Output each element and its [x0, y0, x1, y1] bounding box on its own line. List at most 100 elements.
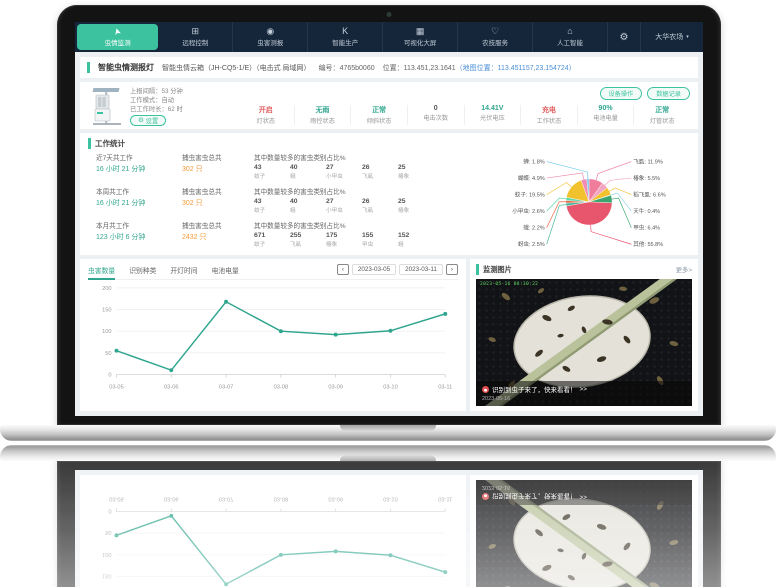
y-tick-label: 100	[102, 329, 112, 335]
pie-leader-line	[611, 197, 632, 228]
pest-name: 飞虱	[290, 242, 302, 248]
pie-label: 其他: 55.8%	[633, 240, 663, 248]
photo-alert-link[interactable]: >>	[579, 385, 588, 393]
pest-name: 椿象	[398, 174, 410, 180]
pest-count: 27	[326, 164, 334, 171]
pie-leader-line	[546, 204, 567, 245]
pest-item: 26 飞虱	[362, 164, 398, 180]
date-to-input[interactable]: 2023-03-11	[399, 264, 443, 275]
data-point	[388, 328, 393, 333]
y-tick-label: 50	[105, 351, 111, 357]
photo-alert-line: 识别到虫子来了，快来看看！ >>	[482, 384, 686, 394]
pest-item: 155 甲虫	[362, 232, 398, 248]
pest-distribution: 其中数量较多的害虫类别占比% 671 蚊子 255 飞虱 175 椿象 155 甲虫 152 蛾	[254, 220, 488, 248]
pie-leader-line	[595, 161, 632, 181]
photo-card-title: 监测图片	[476, 264, 512, 275]
data-point	[114, 348, 119, 353]
pie-label: 蝴蝶: 4.9%	[518, 174, 545, 182]
pest-count: 175	[326, 232, 338, 239]
pie-leader-line	[604, 177, 632, 186]
nav-item[interactable]: ➤ 虫情监测	[77, 24, 159, 50]
data-point	[333, 332, 338, 337]
pie-leader-line	[546, 182, 572, 195]
pie-label: 蚊子: 19.5%	[515, 191, 545, 199]
pest-distribution-items: 43 蚊子 40 蛾 27 小甲虫 26 飞虱 25 椿象	[254, 198, 488, 214]
work-stats-card: 工作统计 近7天共工作 16 小时 21 分钟 捕虫害虫总共 302 只其中数量较多的…	[80, 133, 698, 255]
chart-tab[interactable]: 识别种类	[129, 267, 157, 275]
screen: ➤ 虫情监测 ⊞ 远程控制 ◉ 虫害测报 K 智能生产 ▦ 可视化大屏 ♡ 农技服务 ⌂ 人工智能 ⚙ 大…	[75, 22, 703, 416]
pie-label: 蝉: 1.8%	[523, 157, 544, 165]
pie-slice	[586, 178, 590, 202]
device-action-button[interactable]: 设备操作	[599, 87, 643, 100]
status-value: 90%	[598, 105, 613, 112]
pest-count: 25	[398, 164, 406, 171]
pest-count: 25	[398, 198, 406, 205]
nav-item[interactable]: K 智能生产	[308, 22, 384, 52]
device-model: 智能虫情云箱（JH-CQ5-1/E）（电击式 局域网）	[162, 64, 311, 72]
date-range-control: ‹ 2023-03-05 2023-03-11 ›	[336, 264, 458, 275]
home-icon: ⌂	[567, 26, 573, 36]
nav-item[interactable]: ▦ 可视化大屏	[383, 22, 459, 52]
pest-item: 255 飞虱	[290, 232, 326, 248]
settings-button-label: 设置	[145, 117, 159, 125]
chart-tab[interactable]: 虫害数量	[88, 265, 116, 280]
x-tick-label: 03-07	[219, 384, 234, 390]
date-from-input[interactable]: 2023-03-05	[351, 264, 397, 275]
pest-distribution-items: 43 蚊子 40 蛾 27 小甲虫 26 飞虱 25 椿象	[254, 164, 488, 180]
device-info-line: 上报间隔：53 分钟	[130, 87, 183, 95]
catch-count-label: 捕虫害虫总共	[182, 189, 222, 196]
gear-icon[interactable]: ⚙	[608, 22, 641, 52]
svg-text:100: 100	[102, 551, 112, 557]
pest-item: 25 椿象	[398, 198, 434, 214]
heart-icon: ♡	[491, 26, 500, 36]
map-location-link[interactable]: （地图位置：113.451157,23.154724）	[455, 64, 576, 72]
device-info-line: 工作模式：自动	[130, 96, 175, 104]
more-link[interactable]: 更多>	[675, 267, 692, 274]
bottom-row: 虫害数量 识别种类 开灯时间 电池电量 ‹ 2023-03-05 2023-03-11…	[80, 259, 698, 411]
pie-label: 稻飞虱: 6.6%	[633, 191, 666, 199]
catch-count-value: 302 只	[182, 166, 203, 173]
y-tick-label: 200	[102, 286, 112, 292]
laptop-base	[0, 425, 776, 441]
nav-item[interactable]: ⊞ 远程控制	[158, 22, 234, 52]
trap-photo[interactable]: 2023-05-16 08:30:22 识别到虫子来了，快来看看！ >> 202…	[476, 279, 692, 406]
catch-count: 捕虫害虫总共 302 只	[182, 152, 254, 174]
status-value: 正常	[655, 107, 670, 114]
photo-alert-date: 2023-05-16	[482, 396, 511, 402]
svg-text:03-05: 03-05	[109, 496, 124, 502]
pest-item: 152 蛾	[398, 232, 434, 248]
account-selector[interactable]: 大华农场 ▾	[641, 22, 703, 52]
device-info-bar: 智能虫情测报灯 智能虫情云箱（JH-CQ5-1/E）（电击式 局域网） 编号：4…	[80, 57, 698, 78]
work-duration: 16 小时 21 分钟	[96, 166, 146, 173]
pie-leader-line	[546, 161, 589, 179]
photo-alert-overlay: 识别到虫子来了，快来看看！ >> 2023-05-16	[476, 381, 692, 406]
nav-item[interactable]: ♡ 农技服务	[458, 22, 534, 52]
pest-distribution: 其中数量较多的害虫类别占比% 43 蚊子 40 蛾 27 小甲虫 26 飞虱 25 椿象	[254, 152, 488, 180]
chart-tab[interactable]: 电池电量	[211, 267, 239, 275]
chart-tab[interactable]: 开灯时间	[170, 267, 198, 275]
pie-leader-line	[609, 187, 632, 195]
next-date-button[interactable]: ›	[445, 264, 458, 275]
pest-count: 43	[254, 198, 262, 205]
settings-button[interactable]: ⚙ 设置	[130, 114, 167, 126]
status-label: 雨控状态	[310, 118, 335, 125]
nav-item-label: 智能生产	[332, 40, 359, 47]
svg-text:150: 150	[102, 573, 112, 579]
nav-item[interactable]: ◉ 虫害测报	[233, 22, 309, 52]
monitor-photo-card: 监测图片 更多>	[470, 259, 698, 411]
pie-label: 飞虱: 11.9%	[633, 158, 663, 165]
status-row: 开启 灯状态 无雨 雨控状态 正常 倾斜状态 0 电击次数 14.41V 光伏电压 充电 工作状态 90…	[238, 105, 690, 125]
pest-name: 小甲虫	[326, 174, 343, 180]
nav-item[interactable]: ⌂ 人工智能	[533, 22, 608, 52]
device-action-button[interactable]: 数据记录	[647, 87, 690, 100]
trend-chart-card: 虫害数量 识别种类 开灯时间 电池电量 ‹ 2023-03-05 2023-03-11…	[80, 259, 466, 411]
work-stats-row: 本周共工作 16 小时 21 分钟 捕虫害虫总共 302 只 其中数量较多的害虫类别占比…	[96, 186, 488, 214]
work-duration: 16 小时 21 分钟	[96, 200, 146, 207]
laptop: ➤ 虫情监测 ⊞ 远程控制 ◉ 虫害测报 K 智能生产 ▦ 可视化大屏 ♡ 农技服务 ⌂ 人工智能 ⚙ 大…	[0, 5, 776, 441]
status-item: 0 电击次数	[406, 105, 464, 125]
work-period: 近7天共工作 16 小时 21 分钟	[96, 152, 182, 174]
device-illustration	[90, 86, 124, 125]
nav-item-label: 远程控制	[182, 40, 209, 47]
status-label: 灯管状态	[649, 118, 675, 125]
prev-date-button[interactable]: ‹	[336, 264, 349, 275]
